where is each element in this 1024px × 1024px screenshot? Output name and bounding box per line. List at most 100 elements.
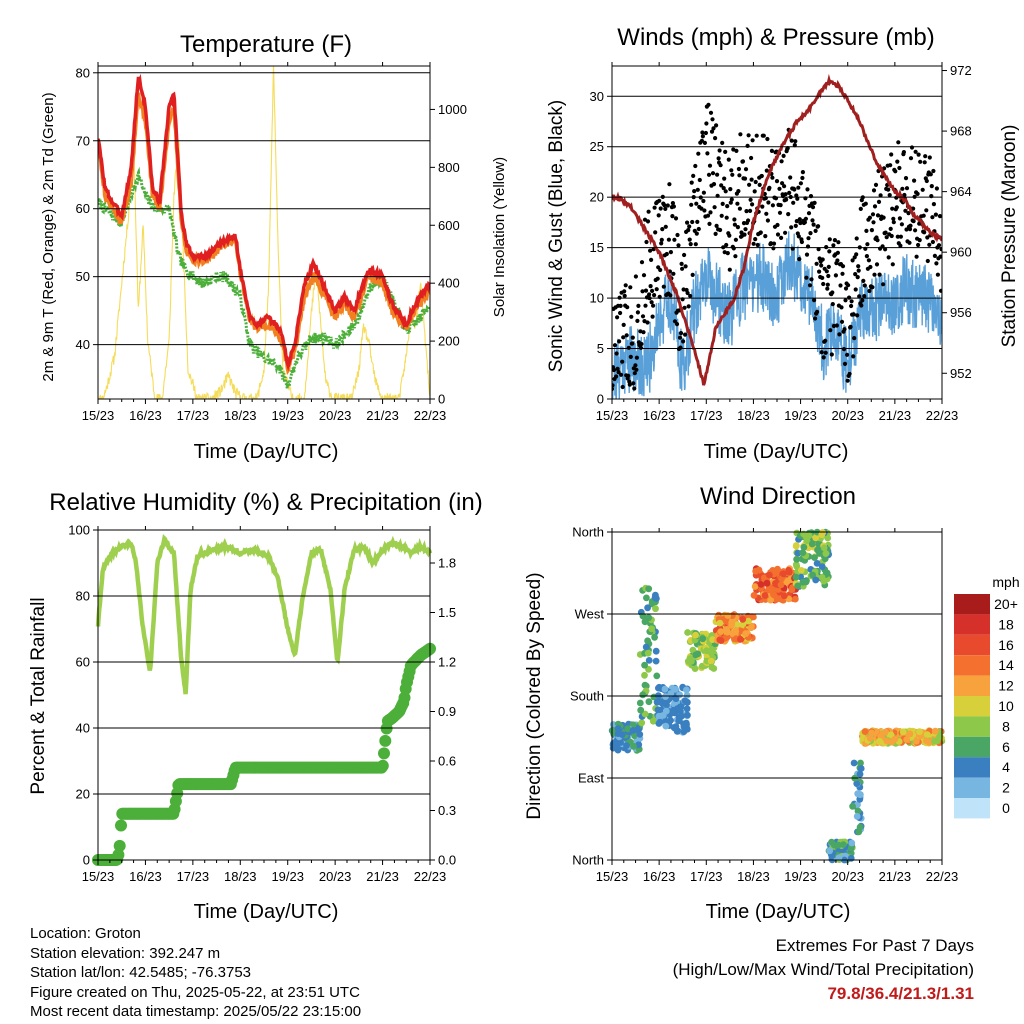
gust-point (687, 224, 692, 229)
gust-point (673, 216, 679, 221)
gust-point (800, 175, 805, 181)
gust-point (865, 242, 870, 247)
gust-point (927, 242, 932, 247)
gust-point (729, 197, 734, 202)
gust-point (711, 182, 717, 187)
gust-point (798, 181, 804, 186)
gust-point (812, 200, 817, 205)
gust-point (914, 254, 919, 259)
direction-point (724, 612, 732, 619)
direction-point (639, 691, 647, 699)
gust-point (626, 373, 631, 378)
gust-point (733, 237, 739, 242)
y2-tick-label: 600 (438, 218, 460, 233)
direction-point (809, 571, 817, 579)
gust-point (705, 213, 711, 218)
gust-point (904, 227, 909, 232)
direction-point (637, 706, 645, 714)
y-tick-label: East (578, 771, 604, 786)
direction-point (794, 549, 802, 557)
gust-point (871, 220, 876, 225)
direction-point (820, 544, 828, 552)
temperature-panel: Temperature (F) 15/23 16/23 17/23 18/23 19/2… (40, 31, 508, 463)
gust-point (930, 215, 935, 220)
gust-point (614, 374, 619, 379)
gust-point (904, 186, 910, 191)
gust-point (700, 130, 705, 135)
x-tick-label: 16/23 (643, 869, 676, 884)
series-station-pressure (612, 73, 942, 386)
temperature-title: Temperature (F) (180, 31, 352, 58)
gust-point (749, 177, 754, 182)
x-tick-label: 19/23 (271, 869, 304, 884)
direction-point (644, 637, 651, 645)
direction-point (653, 672, 661, 680)
gust-point (887, 193, 892, 198)
gust-point (934, 186, 940, 191)
gust-point (614, 351, 619, 356)
gust-point (861, 278, 866, 283)
series-sonic-wind (612, 231, 942, 399)
gust-point (819, 350, 824, 355)
gust-point (643, 303, 648, 308)
direction-point (683, 686, 690, 694)
gust-point (722, 176, 727, 181)
gust-point (888, 226, 893, 231)
gust-point (889, 152, 894, 157)
winds-xlabel: Time (Day/UTC) (704, 441, 849, 463)
humidity-title: Relative Humidity (%) & Precipitation (i… (49, 489, 482, 516)
legend-label: 18 (998, 616, 1014, 632)
direction-point (850, 759, 858, 767)
gust-point (771, 246, 776, 251)
y2-tick-label: 0.0 (438, 853, 456, 868)
gust-point (838, 283, 843, 288)
x-tick-label: 17/23 (690, 408, 723, 423)
gust-point (896, 140, 901, 145)
legend-swatch (954, 696, 990, 717)
gust-point (735, 225, 741, 230)
direction-point (931, 727, 939, 735)
direction-point (751, 583, 759, 590)
gust-point (870, 212, 876, 217)
y2-tick-label: 0.9 (438, 704, 456, 719)
gust-point (724, 242, 729, 248)
direction-point (856, 770, 864, 778)
gust-point (640, 289, 645, 294)
y2-tick-label: 0.3 (438, 803, 456, 818)
speed-legend-title: mph (992, 574, 1019, 590)
gust-point (633, 274, 639, 279)
gust-point (686, 228, 691, 233)
direction-point (684, 629, 691, 636)
direction-point (849, 802, 856, 810)
gust-point (891, 216, 896, 221)
gust-point (740, 159, 746, 164)
direction-point (656, 718, 664, 726)
gust-point (716, 156, 721, 161)
direction-point (645, 657, 653, 664)
x-tick-label: 22/23 (414, 869, 447, 884)
direction-point (641, 618, 649, 626)
gust-point (667, 182, 672, 187)
legend-swatch (954, 655, 990, 676)
x-tick-label: 20/23 (831, 408, 864, 423)
gust-point (929, 184, 934, 189)
direction-point (822, 550, 830, 557)
direction-point (745, 617, 752, 625)
gust-point (736, 189, 741, 194)
gust-point (826, 273, 831, 279)
gust-point (802, 220, 808, 225)
gust-point (783, 192, 788, 197)
x-tick-label: 22/23 (926, 869, 959, 884)
direction-point (708, 663, 716, 671)
gust-point (695, 187, 700, 192)
direction-point (812, 534, 820, 542)
gust-point (749, 155, 754, 161)
y2-tick-label: 200 (438, 334, 460, 349)
direction-point (856, 823, 864, 831)
gust-point (825, 286, 830, 291)
rainfall-point (379, 734, 392, 747)
gust-point (815, 309, 820, 314)
gust-point (670, 201, 676, 206)
gust-point (699, 206, 704, 211)
gust-point (620, 384, 625, 390)
